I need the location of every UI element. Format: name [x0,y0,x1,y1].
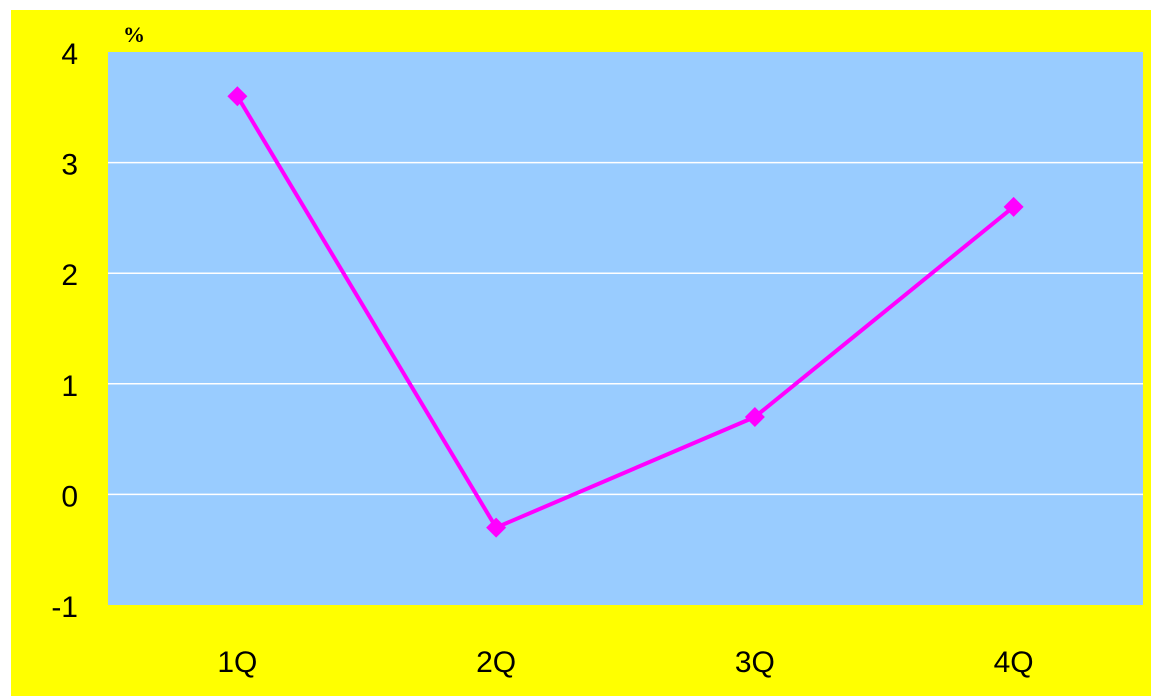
x-tick-label: 4Q [994,646,1034,679]
series-line [235,95,1015,530]
y-tick-label: 4 [61,38,78,71]
x-tick-label: 1Q [217,646,257,679]
x-tick-label: 3Q [735,646,775,679]
x-tick-label: 2Q [476,646,516,679]
y-tick-label: 0 [61,480,78,513]
y-tick-label: -1 [51,591,78,624]
data-point-1Q [227,86,248,107]
gridlines [108,161,1143,496]
data-point-2Q [486,517,507,538]
x-axis: 1Q 2Q 3Q 4Q [217,646,1033,679]
y-tick-label: 2 [61,259,78,292]
y-axis: 4 3 2 1 0 -1 [51,38,78,624]
y-tick-label: 1 [61,370,78,403]
data-point-3Q [744,406,765,427]
data-point-4Q [1003,196,1024,217]
y-axis-unit: % [123,22,145,47]
plot-area [108,52,1143,605]
y-tick-label: 3 [61,149,78,182]
series [227,86,1024,538]
